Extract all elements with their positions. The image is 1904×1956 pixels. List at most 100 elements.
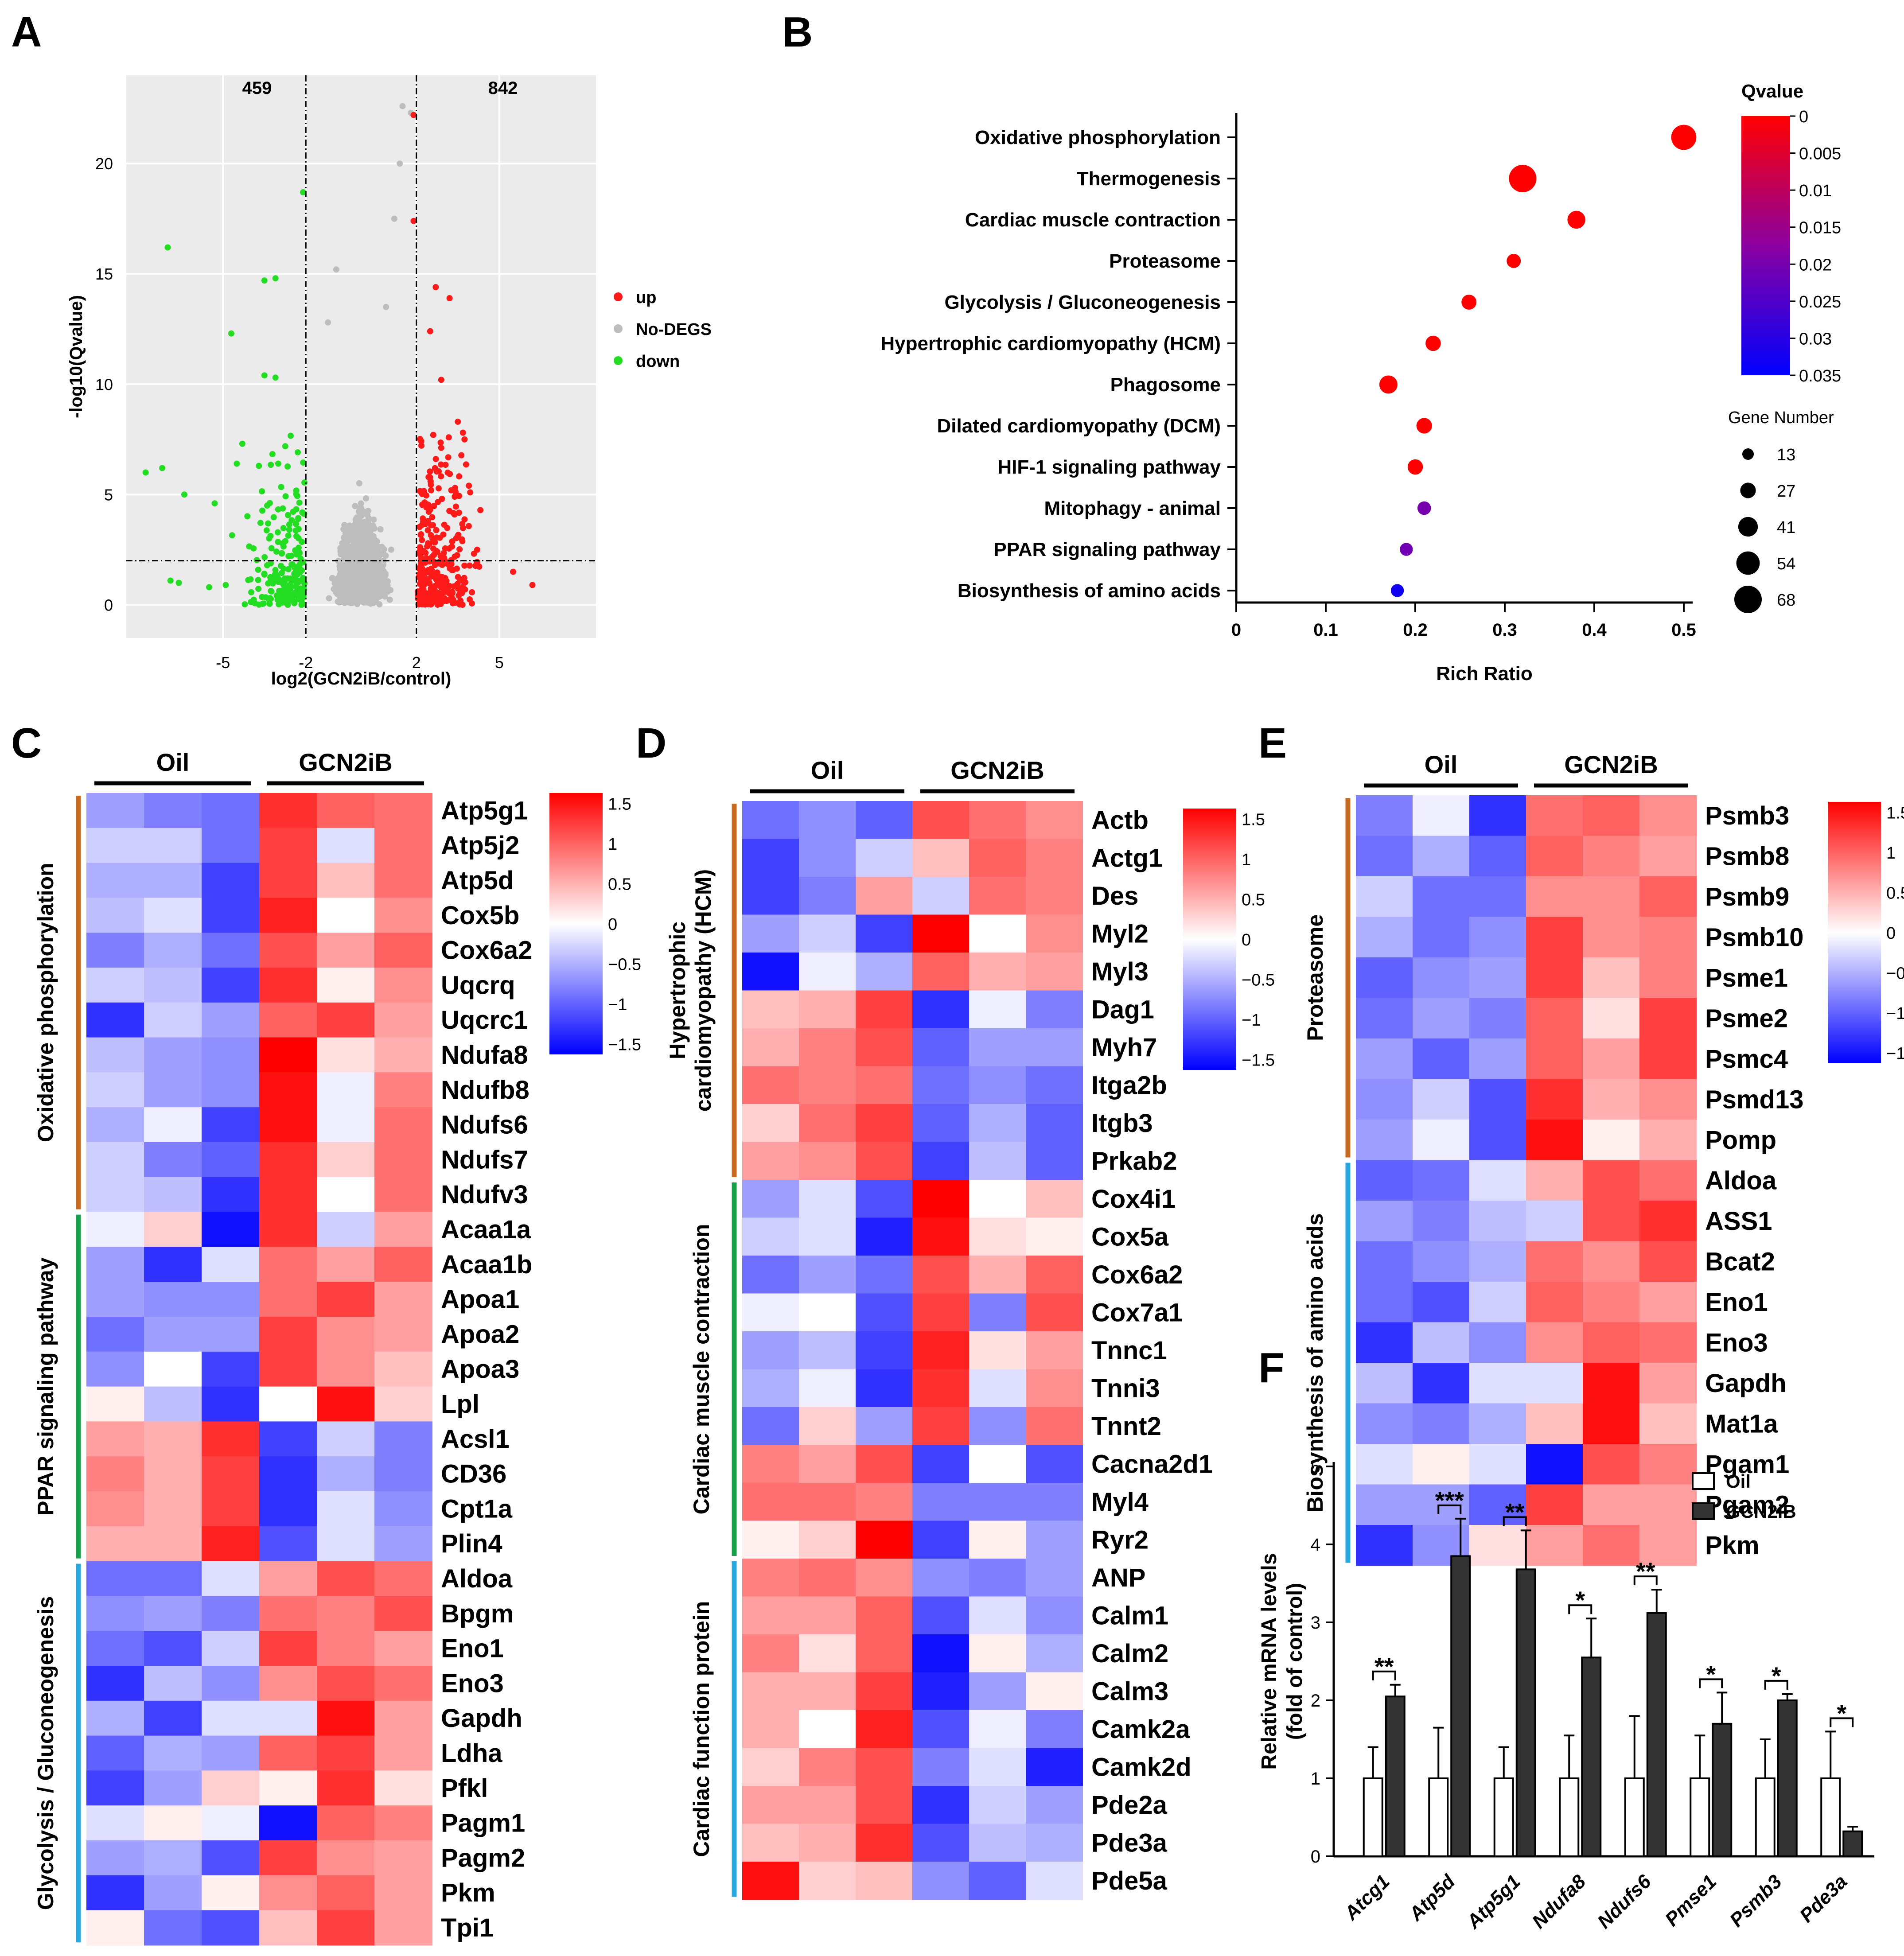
down-point bbox=[278, 484, 284, 490]
up-point bbox=[456, 591, 463, 597]
y-tick-label: 5 bbox=[104, 486, 113, 504]
gene-label: Calm3 bbox=[1091, 1677, 1168, 1706]
pathway-label: Proteasome bbox=[1109, 250, 1221, 272]
gene-label: Actg1 bbox=[1091, 844, 1163, 872]
legend-marker-down bbox=[614, 356, 623, 365]
heatmap-cell bbox=[1469, 876, 1526, 918]
down-point bbox=[247, 576, 254, 583]
heatmap-cell bbox=[856, 953, 913, 991]
heatmap-cell bbox=[799, 1559, 856, 1597]
nodegs-point bbox=[349, 535, 356, 542]
down-point bbox=[300, 459, 307, 466]
heatmap-cell bbox=[374, 1317, 432, 1352]
up-point bbox=[466, 482, 472, 489]
up-point bbox=[459, 536, 465, 543]
up-point bbox=[461, 516, 468, 523]
heatmap-cell bbox=[259, 863, 317, 898]
gene-label: Myh7 bbox=[1091, 1033, 1157, 1062]
heatmap-cell bbox=[374, 1282, 432, 1317]
group-label: GCN2iB bbox=[950, 756, 1044, 784]
heatmap-cell bbox=[1583, 1403, 1640, 1444]
gene-label: Acaa1a bbox=[441, 1215, 531, 1244]
gene-label: Calm1 bbox=[1091, 1601, 1168, 1630]
heatmap-cell bbox=[799, 839, 856, 877]
x-category-label: Psmb3 bbox=[1725, 1870, 1786, 1931]
heatmap-cell bbox=[86, 1456, 144, 1492]
heatmap-cell bbox=[799, 914, 856, 953]
gene-label: Actb bbox=[1091, 806, 1149, 835]
down-point bbox=[272, 374, 279, 381]
heatmap-cell bbox=[1026, 1407, 1083, 1446]
heatmap-cell bbox=[742, 1710, 799, 1749]
up-point bbox=[452, 503, 459, 510]
down-point bbox=[285, 587, 292, 594]
size-legend-bubble bbox=[1740, 482, 1756, 498]
heatmap-cell bbox=[144, 1561, 202, 1597]
y-tick-label: 0 bbox=[104, 596, 113, 614]
down-point bbox=[280, 565, 287, 572]
heatmap-cell bbox=[259, 1282, 317, 1317]
x-tick-label: 0.4 bbox=[1582, 620, 1607, 640]
up-point bbox=[438, 444, 444, 451]
panel-c-heatmap: Oil GCN2iB Atp5g1 Atp5j2 Atp5d Cox5b Cox6a2 Uqc… bbox=[33, 748, 641, 1946]
down-point bbox=[295, 516, 301, 522]
gene-label: Pkm bbox=[1705, 1531, 1760, 1560]
bar-gcn2ib bbox=[1842, 1830, 1863, 1858]
heatmap-cell bbox=[912, 1748, 970, 1786]
nodegs-point bbox=[397, 160, 403, 167]
heatmap-cell bbox=[202, 1142, 260, 1178]
colorbar-tick-label: 0.5 bbox=[608, 875, 631, 894]
heatmap-cell bbox=[202, 1666, 260, 1701]
x-category-label: Ndufs6 bbox=[1593, 1870, 1655, 1933]
heatmap-cell bbox=[374, 828, 432, 863]
heatmap-cell bbox=[1026, 801, 1083, 840]
down-point bbox=[250, 596, 257, 603]
panel-e-heatmap: Oil GCN2iB Psmb3 Psmb8 Psmb9 Psmb10 Psme1 Psme2… bbox=[1303, 751, 1904, 1566]
heatmap-cell bbox=[202, 863, 260, 898]
up-point bbox=[428, 482, 434, 488]
up-point bbox=[448, 595, 455, 601]
up-point bbox=[428, 585, 434, 591]
heatmap-cell bbox=[1469, 795, 1526, 836]
heatmap-cell bbox=[202, 1421, 260, 1457]
heatmap-cell bbox=[374, 863, 432, 898]
colorbar-tick-label: −0.5 bbox=[608, 955, 641, 974]
heatmap-cell bbox=[259, 1770, 317, 1806]
down-point bbox=[211, 500, 218, 507]
heatmap-cell bbox=[259, 1072, 317, 1108]
heatmap-cell bbox=[259, 1840, 317, 1876]
heatmap-cell bbox=[1469, 917, 1526, 958]
heatmap-cell bbox=[1026, 990, 1083, 1029]
heatmap-cell bbox=[856, 1369, 913, 1408]
group-label: Oil bbox=[1425, 751, 1458, 778]
heatmap-cell bbox=[742, 1369, 799, 1408]
heatmap-cell bbox=[799, 1710, 856, 1749]
gene-label: Myl2 bbox=[1091, 919, 1149, 948]
heatmap-cell bbox=[317, 793, 375, 828]
heatmap-cell bbox=[1469, 1079, 1526, 1120]
x-category-label: Ndufa8 bbox=[1528, 1870, 1590, 1933]
y-tick-label: 0 bbox=[1311, 1847, 1320, 1867]
x-tick-label: 0.2 bbox=[1403, 620, 1428, 640]
heatmap-cell bbox=[799, 1217, 856, 1256]
heatmap-cell bbox=[144, 1037, 202, 1073]
heatmap-cell bbox=[799, 1293, 856, 1332]
heatmap-cell bbox=[259, 1386, 317, 1422]
heatmap-cell bbox=[259, 1002, 317, 1038]
heatmap-cell bbox=[144, 1700, 202, 1736]
heatmap-cell bbox=[1469, 1201, 1526, 1242]
heatmap-cell bbox=[1469, 1322, 1526, 1363]
heatmap-cell bbox=[1526, 1160, 1583, 1201]
heatmap-cell bbox=[317, 1561, 375, 1597]
heatmap-cell bbox=[742, 1520, 799, 1559]
colorbar-tick-label: 0 bbox=[1799, 108, 1808, 126]
size-legend-title: Gene Number bbox=[1728, 408, 1834, 427]
heatmap-cell bbox=[86, 1910, 144, 1946]
gene-label: Apoa2 bbox=[441, 1320, 519, 1349]
down-point bbox=[292, 521, 299, 527]
up-point bbox=[450, 567, 456, 573]
up-point bbox=[419, 502, 426, 509]
x-category-label: Atp5g1 bbox=[1462, 1870, 1525, 1933]
heatmap-cell bbox=[742, 1407, 799, 1446]
